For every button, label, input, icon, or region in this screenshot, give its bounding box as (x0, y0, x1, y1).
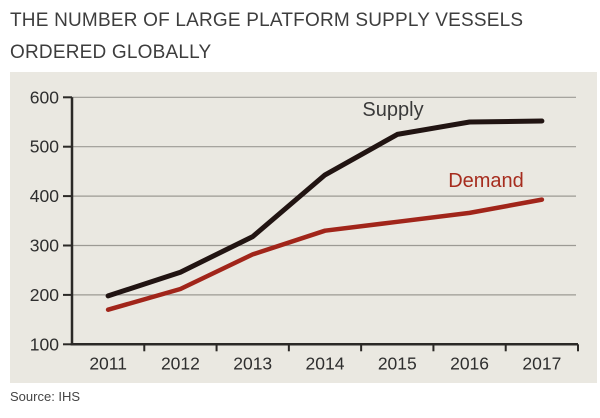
demand-label: Demand (448, 170, 524, 192)
chart-title-line2: ORDERED GLOBALLY (10, 42, 212, 63)
source-note: Source: IHS (10, 389, 81, 404)
x-tick-label-2017: 2017 (522, 353, 561, 373)
chart-panel: 100 200 300 400 500 600 2011 2012 2013 2014 2015 20… (10, 72, 597, 383)
y-tick-label-500: 500 (30, 137, 59, 157)
y-tick-label-200: 200 (30, 285, 59, 305)
y-tick-label-100: 100 (30, 334, 59, 354)
x-tick-label-2011: 2011 (89, 353, 127, 373)
x-tick-label-2015: 2015 (378, 353, 417, 373)
x-tick-label-2012: 2012 (161, 353, 200, 373)
x-tick-label-2014: 2014 (306, 353, 345, 373)
demand-line (105, 197, 545, 312)
chart-canvas: 100 200 300 400 500 600 2011 2012 2013 2014 2015 20… (30, 87, 579, 373)
x-tick-label-2016: 2016 (450, 353, 489, 373)
y-tick-label-300: 300 (30, 236, 59, 256)
x-tick-label-2013: 2013 (233, 353, 272, 373)
supply-label: Supply (362, 99, 423, 121)
supply-line (105, 118, 545, 299)
chart-title-line1: THE NUMBER OF LARGE PLATFORM SUPPLY VESS… (10, 10, 524, 31)
y-tick-label-400: 400 (30, 186, 59, 206)
y-tick-label-600: 600 (30, 87, 59, 107)
chart-title: THE NUMBER OF LARGE PLATFORM SUPPLY VESS… (10, 5, 523, 69)
